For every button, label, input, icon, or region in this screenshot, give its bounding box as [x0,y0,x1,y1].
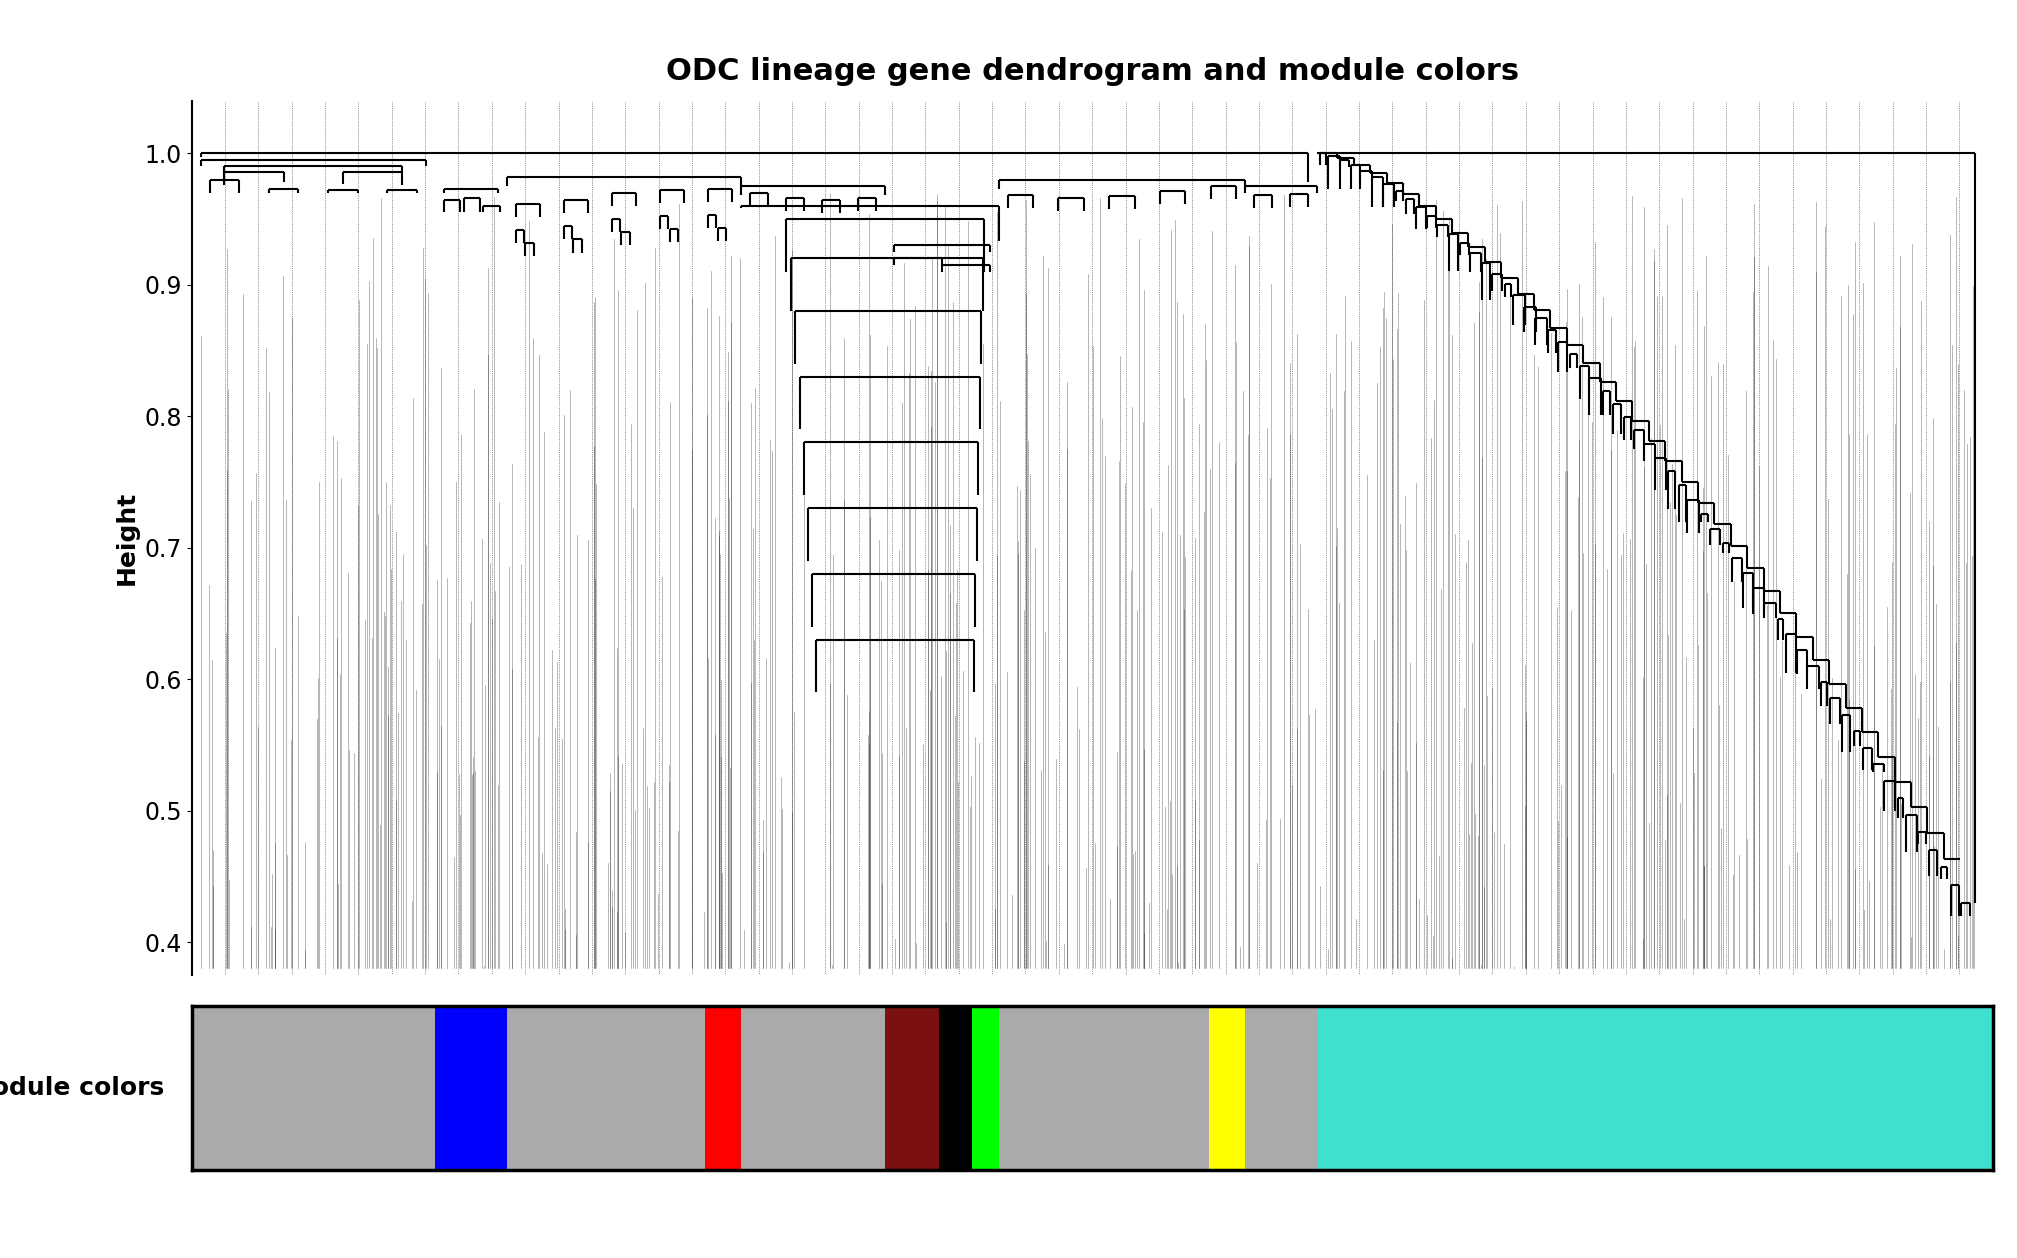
Bar [740,1006,885,1170]
Bar [885,1006,940,1170]
Bar [1244,1006,1317,1170]
Y-axis label: Height: Height [115,491,139,585]
Bar [436,1006,506,1170]
Bar [1317,1006,1993,1170]
Bar [998,1006,1210,1170]
Y-axis label: Module colors: Module colors [0,1076,165,1101]
Bar [192,1006,436,1170]
Title: ODC lineage gene dendrogram and module colors: ODC lineage gene dendrogram and module c… [666,57,1519,86]
Bar [972,1006,998,1170]
Bar [706,1006,740,1170]
Bar [506,1006,706,1170]
Bar [940,1006,972,1170]
Bar [1210,1006,1244,1170]
